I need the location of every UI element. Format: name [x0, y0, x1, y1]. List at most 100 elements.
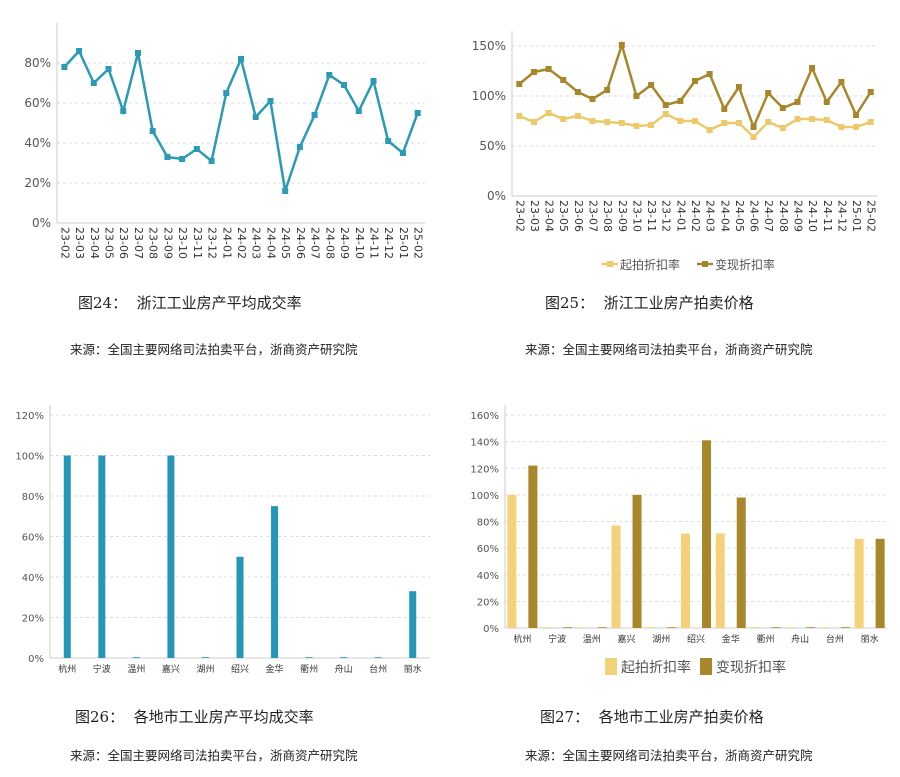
y-tick-label: 50% [479, 139, 506, 153]
x-tick-label: 台州 [369, 663, 387, 675]
data-point [823, 99, 830, 105]
data-point [341, 82, 348, 88]
legend-label: 变现折扣率 [715, 257, 775, 272]
x-tick-label: 24-03 [704, 200, 717, 232]
x-tick-label: 23-04 [88, 227, 101, 259]
data-point [560, 77, 567, 83]
x-tick-label: 23-08 [147, 227, 160, 259]
x-tick-label: 23-09 [616, 200, 629, 232]
y-tick-label: 100% [472, 89, 506, 103]
legend-marker [607, 261, 613, 267]
data-point [164, 154, 171, 160]
data-point [589, 96, 596, 102]
data-point [282, 188, 289, 194]
data-point [779, 105, 786, 111]
x-tick-label: 23-09 [161, 227, 174, 259]
x-tick-label: 24-05 [733, 200, 746, 232]
data-point [399, 150, 406, 156]
data-point [706, 71, 713, 77]
x-tick-label: 23-08 [601, 200, 614, 232]
x-tick-label: 23-05 [103, 227, 116, 259]
x-tick-label: 23-07 [587, 200, 600, 232]
data-point [560, 116, 567, 122]
x-tick-label: 温州 [127, 664, 145, 675]
bar [340, 657, 348, 658]
data-point [721, 106, 728, 112]
data-point [618, 120, 625, 126]
bar [132, 657, 140, 658]
x-tick-label: 24-05 [279, 227, 292, 259]
data-point [604, 87, 611, 93]
data-point [823, 117, 830, 123]
data-point [296, 144, 303, 150]
data-point [574, 113, 581, 119]
data-point [414, 110, 421, 116]
figure-25-caption: 图25： 浙江工业房产拍卖价格 [545, 294, 754, 312]
data-point [765, 90, 772, 96]
x-tick-label: 23-02 [513, 200, 526, 232]
y-tick-label: 80% [477, 518, 499, 529]
y-tick-label: 100% [470, 491, 499, 502]
x-tick-label: 湖州 [652, 634, 670, 645]
x-tick-label: 23-12 [206, 227, 219, 259]
data-point [355, 108, 362, 114]
x-tick-label: 温州 [583, 634, 601, 645]
x-tick-label: 嘉兴 [162, 663, 180, 675]
x-tick-label: 绍兴 [687, 633, 705, 645]
figure-27-source: 来源：全国主要网络司法拍卖平台，浙商资产研究院 [525, 748, 813, 763]
y-tick-label: 0% [32, 216, 51, 230]
bar [715, 533, 725, 628]
x-tick-label: 衢州 [300, 663, 318, 675]
data-point [735, 120, 742, 126]
data-point [662, 111, 669, 117]
x-tick-label: 23-10 [176, 227, 189, 259]
data-point [677, 98, 684, 104]
bar [236, 556, 244, 658]
x-tick-label: 宁波 [93, 663, 111, 675]
bar [542, 627, 552, 628]
x-tick-label: 23-06 [572, 200, 585, 232]
x-tick-label: 24-01 [220, 227, 233, 259]
data-point [267, 98, 274, 104]
data-point [721, 120, 728, 126]
x-tick-label: 衢州 [756, 633, 774, 645]
data-point [105, 66, 112, 72]
data-point [809, 116, 816, 122]
series-line [518, 111, 872, 139]
data-point [662, 102, 669, 108]
data-point [90, 80, 97, 86]
bar [736, 497, 746, 628]
bar [576, 627, 586, 628]
bar [201, 657, 209, 658]
data-point [648, 122, 655, 128]
y-tick-label: 0% [28, 654, 44, 665]
figure-26-source: 来源：全国主要网络司法拍卖平台，浙商资产研究院 [70, 748, 358, 763]
legend-marker [605, 658, 617, 675]
x-tick-label: 丽水 [861, 633, 879, 645]
x-tick-label: 23-11 [191, 227, 204, 259]
series-line [518, 40, 872, 131]
y-tick-label: 0% [483, 624, 499, 635]
bar [611, 525, 621, 628]
x-tick-label: 舟山 [335, 663, 353, 675]
data-point [750, 134, 757, 140]
data-point [765, 119, 772, 125]
data-point [604, 119, 611, 125]
data-point [61, 64, 68, 70]
data-point [867, 119, 874, 125]
data-point [311, 112, 318, 118]
x-tick-label: 24-04 [264, 227, 277, 259]
data-point [252, 114, 259, 120]
x-tick-label: 25-01 [397, 227, 410, 259]
legend-label: 起拍折扣率 [621, 659, 691, 676]
data-point [193, 146, 200, 152]
x-tick-label: 24-12 [835, 200, 848, 232]
x-tick-label: 23-12 [660, 200, 673, 232]
data-point [853, 112, 860, 118]
x-tick-label: 台州 [826, 633, 844, 645]
data-point [750, 124, 757, 130]
x-tick-label: 24-07 [309, 227, 322, 259]
bar [840, 627, 850, 628]
x-tick-label: 23-10 [630, 200, 643, 232]
x-tick-label: 23-02 [58, 227, 71, 259]
